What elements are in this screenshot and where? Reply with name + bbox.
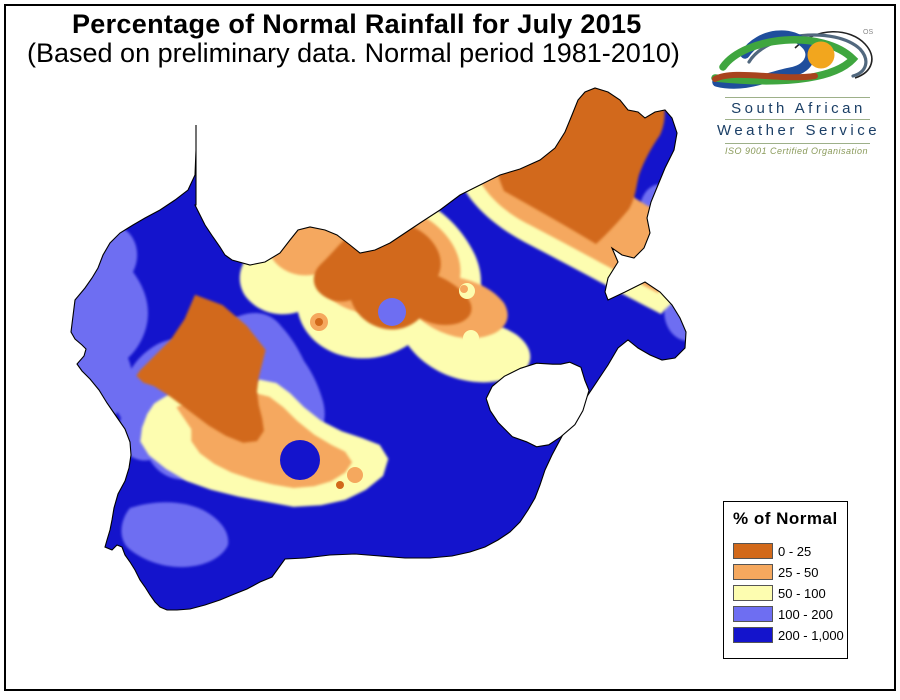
svg-text:OS: OS (863, 29, 873, 36)
